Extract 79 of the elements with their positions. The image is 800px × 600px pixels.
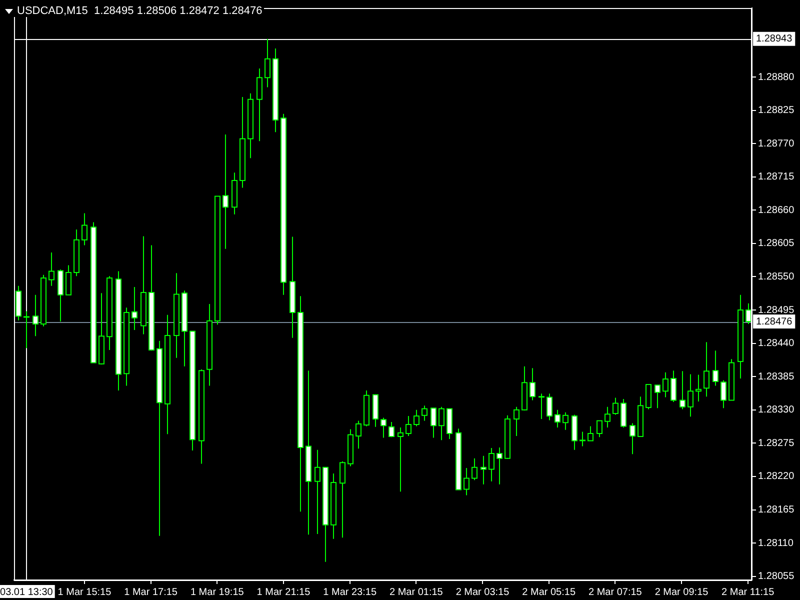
- candlestick: [406, 415, 412, 436]
- candlestick: [356, 420, 362, 450]
- candlestick: [612, 397, 618, 416]
- y-tick-label: 1.28055: [758, 571, 795, 582]
- x-tick-label: 1 Mar 15:15: [58, 586, 112, 598]
- candlestick: [546, 393, 552, 421]
- y-tick-label: 1.28825: [758, 105, 795, 116]
- y-tick-label: 1.28275: [758, 438, 795, 449]
- candlestick: [430, 408, 436, 438]
- candlestick: [422, 405, 428, 422]
- candlestick: [48, 252, 54, 286]
- candlestick: [380, 417, 386, 438]
- candlestick: [680, 370, 686, 410]
- candlestick: [264, 38, 270, 88]
- candlestick: [82, 212, 88, 246]
- candlestick: [654, 384, 660, 409]
- x-tick-label: 1 Mar 21:15: [256, 586, 311, 598]
- candlestick: [24, 310, 30, 349]
- x-tick-label: 2 Mar 01:15: [389, 586, 444, 598]
- x-tick-label: 2 Mar 07:15: [588, 586, 642, 598]
- candlestick: [596, 420, 602, 438]
- candlestick: [588, 426, 594, 442]
- candlestick: [472, 458, 478, 481]
- y-tick-label: 1.28715: [758, 172, 795, 183]
- y-tick-label: 1.28385: [758, 371, 795, 382]
- candlestick: [398, 426, 404, 492]
- candlestick: [620, 398, 626, 428]
- candlestick: [670, 370, 676, 403]
- candlestick: [720, 380, 726, 409]
- candlestick: [630, 422, 636, 455]
- candlestick: [414, 409, 420, 427]
- y-tick-label: 1.28220: [758, 471, 795, 482]
- x-tick-label: 1 Mar 17:15: [124, 586, 178, 598]
- candlestick: [604, 406, 610, 428]
- candlestick: [66, 264, 72, 296]
- candlestick: [662, 372, 668, 398]
- x-tick-label: 2 Mar 03:15: [456, 586, 510, 598]
- y-tick-label: 1.28110: [758, 538, 794, 549]
- candlestick: [314, 449, 320, 534]
- x-tick-label: 2 Mar 05:15: [522, 586, 576, 598]
- x-tick-label: 2 Mar 11:15: [722, 586, 775, 598]
- y-tick-label: 1.28880: [758, 72, 795, 83]
- ref-line-label: 1.28943: [756, 34, 793, 45]
- x-tick-label: 1 Mar 19:15: [190, 586, 244, 598]
- candlestick: [32, 294, 38, 337]
- candlestick: [538, 393, 544, 420]
- candlestick: [688, 374, 694, 418]
- y-tick-label: 1.28660: [758, 204, 795, 216]
- candlestick: [712, 350, 718, 386]
- y-tick-label: 1.28495: [758, 304, 795, 316]
- candlestick: [438, 406, 444, 441]
- y-tick-label: 1.28330: [758, 404, 795, 416]
- candlestick: [256, 68, 262, 142]
- candlestick: [496, 446, 502, 485]
- candlestick: [222, 134, 228, 250]
- candlestick: [562, 412, 568, 430]
- y-tick-label: 1.28440: [758, 338, 795, 350]
- ref-line-label: 1.28476: [756, 316, 793, 328]
- candlestick: [646, 384, 652, 410]
- x-tick-label: 2 Mar 09:15: [654, 586, 709, 598]
- y-tick-label: 1.28770: [758, 138, 795, 150]
- candlestick: [388, 422, 394, 438]
- candlestick: [480, 455, 486, 485]
- candlestick: [514, 406, 520, 436]
- candlestick: [132, 286, 138, 331]
- candlestick: [696, 374, 702, 402]
- candlestick: [488, 448, 494, 482]
- candlestick: [580, 431, 586, 447]
- y-tick-label: 1.28165: [758, 504, 795, 516]
- candlestick: [554, 409, 560, 428]
- y-tick-label: 1.28605: [758, 238, 795, 250]
- y-tick-label: 1.28550: [758, 272, 795, 282]
- x-tick-label: 1 Mar 23:15: [323, 586, 377, 598]
- candlestick: [340, 460, 346, 538]
- candlestick: [530, 368, 536, 401]
- candlestick: [464, 468, 470, 496]
- x-tick-label: 03.01 13:30: [0, 586, 54, 598]
- chart-title: USDCAD,M15 1.28495 1.28506 1.28472 1.28476: [17, 5, 262, 17]
- candlestick: [704, 342, 710, 398]
